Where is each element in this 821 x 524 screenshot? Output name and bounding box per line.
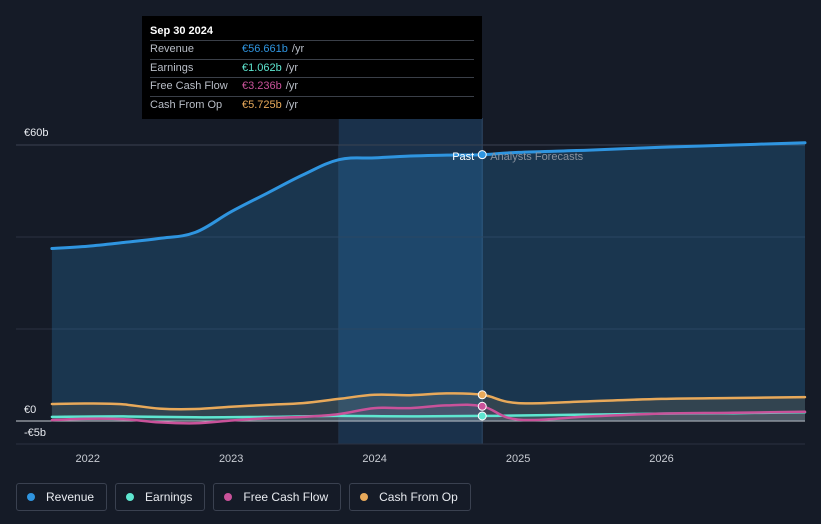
tooltip-unit: /yr (285, 80, 298, 92)
tooltip-value: €5.725b (242, 98, 282, 111)
chart-legend: Revenue Earnings Free Cash Flow Cash Fro… (16, 483, 471, 511)
legend-label: Cash From Op (379, 490, 458, 504)
chart-background (338, 118, 483, 444)
legend-dot-icon (126, 493, 135, 501)
legend-dot-icon (360, 493, 369, 501)
marker-revenue (477, 150, 487, 160)
legend-dot-icon (224, 493, 233, 501)
tooltip-label: Earnings (150, 61, 194, 74)
line-free-cash-flow (50, 403, 807, 425)
legend-item-free-cash-flow[interactable]: Free Cash Flow (213, 483, 342, 511)
tooltip-row-revenue: Revenue €56.661b /yr (150, 40, 474, 59)
legend-dot-icon (27, 493, 35, 501)
marker-cash-from-op (477, 390, 487, 400)
tooltip-value: €3.236b (242, 80, 282, 92)
legend-item-cash-from-op[interactable]: Cash From Op (349, 483, 471, 511)
y-tick-label: -€5b (24, 427, 46, 439)
legend-label: Revenue (46, 490, 95, 504)
line-revenue (50, 141, 807, 250)
data-tooltip: Sep 30 2024 Revenue €56.661b /yr Earning… (142, 16, 482, 119)
legend-label: Free Cash Flow (243, 490, 329, 504)
tooltip-label: Cash From Op (150, 98, 223, 111)
line-cash-from-op (50, 392, 807, 411)
y-tick-label: €60b (24, 127, 48, 139)
tooltip-unit: /yr (285, 98, 298, 111)
x-tick-label: 2022 (75, 453, 99, 465)
tooltip-unit: /yr (291, 43, 305, 55)
marker-earnings (477, 411, 487, 421)
legend-item-revenue[interactable]: Revenue (16, 483, 108, 511)
x-tick-label: 2023 (219, 453, 243, 465)
tooltip-label: Free Cash Flow (150, 80, 228, 92)
x-tick-label: 2026 (649, 453, 673, 465)
tooltip-date: Sep 30 2024 (150, 25, 213, 37)
tooltip-unit: /yr (285, 61, 298, 74)
tooltip-label: Revenue (150, 43, 195, 55)
grid-lines (16, 144, 805, 445)
axis-labels: €60b €0 -€5b 2022 2023 2024 2025 2026 Past Analys… (24, 127, 674, 465)
past-highlight-band (338, 118, 483, 444)
series-areas (51, 142, 805, 424)
x-tick-label: 2024 (362, 453, 386, 465)
tooltip-value: €1.062b (242, 61, 282, 74)
area-free-cash-flow (51, 404, 805, 424)
series-markers (477, 150, 487, 421)
tooltip-row-cash-from-op: Cash From Op €5.725b /yr (150, 95, 474, 115)
series-lines (50, 141, 807, 425)
legend-label: Earnings (145, 490, 193, 504)
x-tick-label: 2025 (506, 453, 530, 465)
past-label: Past (452, 151, 474, 163)
forecast-label: Analysts Forecasts (490, 151, 583, 163)
tooltip-value: €56.661b (242, 43, 288, 55)
area-revenue (51, 142, 805, 421)
tooltip-row-earnings: Earnings €1.062b /yr (150, 58, 474, 78)
marker-free-cash-flow (477, 401, 487, 411)
legend-item-earnings[interactable]: Earnings (115, 483, 206, 511)
y-tick-label: €0 (24, 404, 36, 416)
tooltip-row-free-cash-flow: Free Cash Flow €3.236b /yr (150, 77, 474, 96)
